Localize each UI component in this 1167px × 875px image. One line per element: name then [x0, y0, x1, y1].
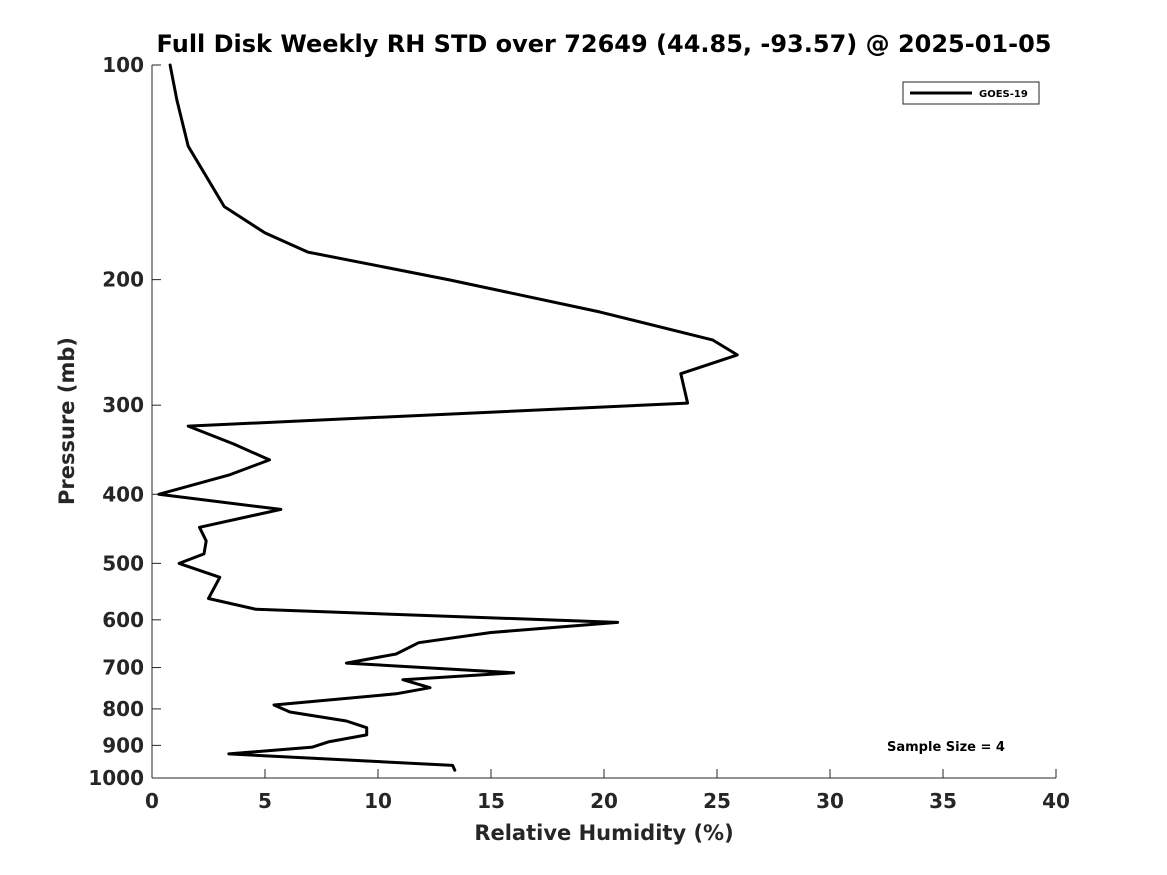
x-tick-label: 40: [1042, 789, 1070, 813]
y-tick-label: 300: [102, 393, 144, 417]
series-layer: [157, 63, 739, 772]
x-axis-label: Relative Humidity (%): [474, 821, 733, 845]
x-tick-label: 20: [590, 789, 618, 813]
x-tick-label: 5: [258, 789, 272, 813]
y-tick-label: 200: [102, 268, 144, 292]
y-tick-label: 500: [102, 551, 144, 575]
y-tick-label: 800: [102, 697, 144, 721]
y-tick-label: 400: [102, 482, 144, 506]
plot-axes: 0 5 10 15 20 25 30 35 40 100 200 300 400 500 600 700 800…: [88, 53, 1070, 813]
chart-title: Full Disk Weekly RH STD over 72649 (44.8…: [157, 30, 1052, 58]
x-tick-label: 35: [929, 789, 957, 813]
y-tick-label: 900: [102, 733, 144, 757]
legend-label-goes-19: GOES-19: [979, 89, 1028, 100]
y-tick-label: 600: [102, 608, 144, 632]
x-tick-label: 0: [145, 789, 159, 813]
y-axis-label: Pressure (mb): [55, 337, 79, 505]
x-tick-label: 25: [703, 789, 731, 813]
y-tick-label: 1000: [88, 766, 144, 790]
x-tick-label: 30: [816, 789, 844, 813]
series-line-goes-19: [157, 63, 739, 772]
y-tick-label: 700: [102, 656, 144, 680]
legend: GOES-19: [902, 81, 1040, 105]
x-tick-label: 15: [477, 789, 505, 813]
x-tick-label: 10: [364, 789, 392, 813]
y-tick-label: 100: [102, 53, 144, 77]
sample-size-annotation: Sample Size = 4: [887, 740, 1005, 755]
